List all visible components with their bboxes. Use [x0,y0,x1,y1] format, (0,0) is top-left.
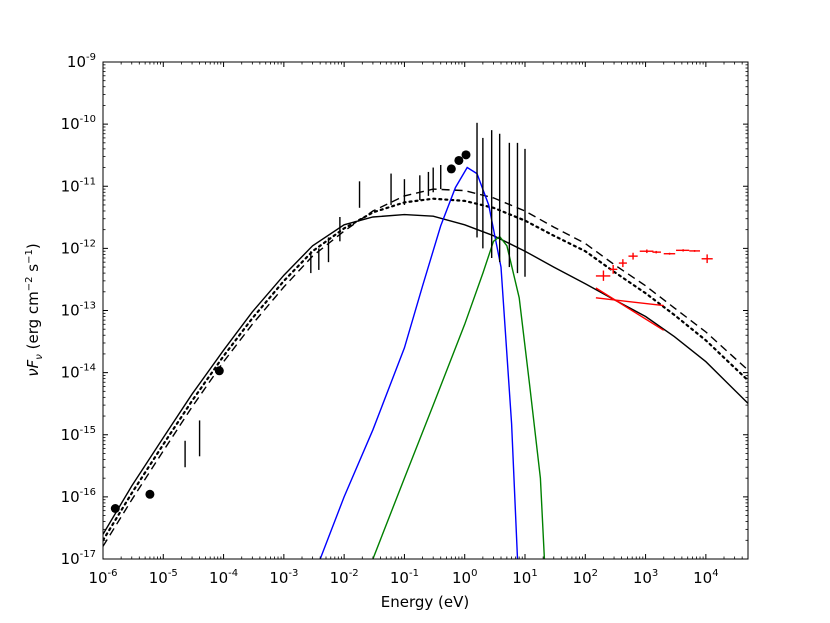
y-tick-label-2: 10-15 [61,425,96,444]
xray-point-5 [652,250,661,254]
plot-frame [102,61,749,560]
xray-point-3 [628,252,638,260]
y-tick-label-6: 10-11 [61,176,96,195]
xray-point-4 [639,249,654,254]
data-point-5 [461,150,471,160]
x-tick-label-2: 10-4 [209,568,238,587]
xray-point-9 [701,254,713,264]
series-line-2 [103,197,748,542]
plot-marks [103,122,748,559]
x-tick-label-4: 10-2 [330,568,359,587]
y-axis-label: νFν (erg cm−2 s−1) [24,243,45,376]
y-label-exp2: −1 [24,249,35,264]
series-line-4 [372,235,546,559]
y-label-s: s [24,264,42,277]
y-label-close: ) [24,243,42,249]
data-point-3 [446,164,456,174]
x-tick-label-1: 10-5 [149,568,178,587]
xray-point-0 [595,270,611,281]
y-label-units: (erg cm [24,291,42,354]
x-axis: 10-6 10-5 10-4 10-3 10-2 10-1 100 101 102 103 104 [88,62,743,587]
data-point-2 [214,366,224,376]
y-tick-label-0: 10-17 [61,549,96,568]
x-tick-label-7: 101 [512,568,537,587]
y-tick-label-8: 10-9 [67,52,96,71]
y-tick-label-5: 10-12 [61,238,96,257]
x-tick-label-9: 103 [633,568,658,587]
x-tick-label-5: 10-1 [390,568,419,587]
xray-point-2 [618,259,627,268]
y-label-nu-sub: ν [34,354,45,360]
data-point-4 [454,155,464,165]
series-line-1 [103,188,748,547]
series-line-5 [595,297,664,307]
y-axis: 10-17 10-16 10-15 10-14 10-13 10-12 10-11 10-10… [61,52,748,568]
x-tick-label-6: 100 [452,568,477,587]
y-label-exp1: −2 [24,276,35,291]
y-tick-label-1: 10-16 [61,487,96,506]
data-point-1 [145,489,155,499]
x-tick-label-0: 10-6 [88,568,117,587]
xray-point-7 [676,249,690,252]
series-line-0 [103,213,748,535]
x-tick-label-8: 102 [573,568,598,587]
x-tick-label-3: 10-3 [269,568,298,587]
xray-point-6 [663,252,676,255]
xray-point-1 [609,265,618,274]
y-tick-label-7: 10-10 [61,114,96,133]
y-tick-label-4: 10-13 [61,301,96,320]
y-tick-label-3: 10-14 [61,363,96,382]
y-label-nuf: νF [24,359,42,376]
series-line-6 [595,287,665,331]
x-axis-label: Energy (eV) [381,593,469,611]
data-point-0 [110,503,120,513]
xray-point-8 [689,250,701,252]
series-line-3 [319,166,519,559]
x-tick-label-10: 104 [693,568,718,587]
